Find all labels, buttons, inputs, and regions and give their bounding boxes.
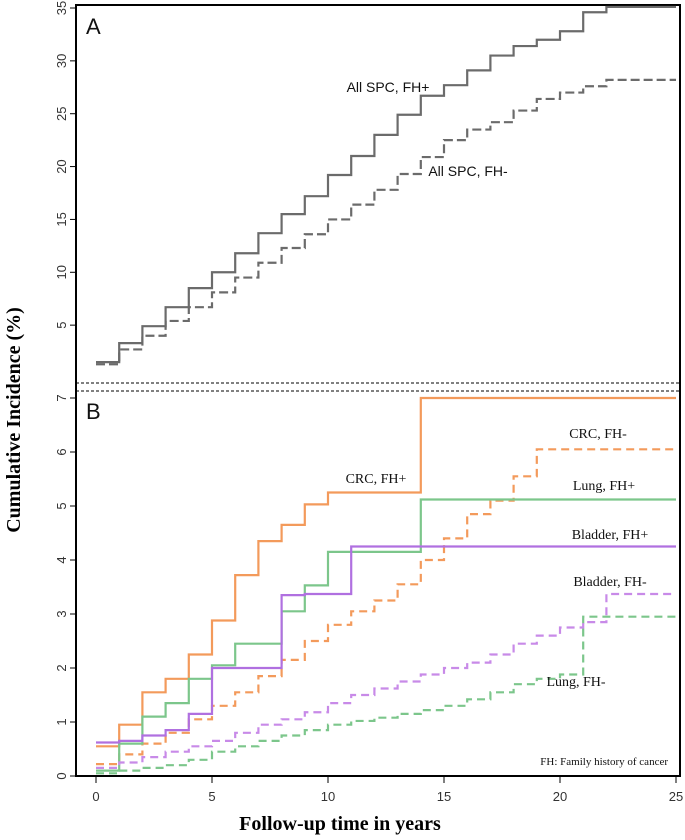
series-label: CRC, FH+ [346, 472, 407, 487]
panel-b-y-tick-label: 2 [54, 664, 69, 671]
footnote: FH: Family history of cancer [540, 756, 668, 768]
ticks-layer: 5 10 15 20 25 30 35 0 1 2 3 4 5 6 7 0 5 10 15 20 25 [54, 1, 683, 804]
series-label: Lung, FH- [546, 675, 605, 690]
series-label: Bladder, FH- [573, 575, 647, 590]
panel-a-y-tick-label: 35 [54, 1, 69, 15]
x-tick-label: 10 [321, 789, 335, 804]
series-line-bladder-fh [96, 545, 676, 744]
series-label: CRC, FH- [569, 427, 627, 442]
panel-b-y-tick-label: 7 [54, 394, 69, 401]
panel-b-tag: B [86, 399, 101, 424]
x-tick-label: 0 [92, 789, 99, 804]
series-labels-layer: All SPC, FH+ All SPC, FH- CRC, FH+ CRC, FH-… [346, 79, 649, 690]
panel-b-y-tick-label: 3 [54, 610, 69, 617]
panel-a-tag: A [86, 14, 101, 39]
panel-a-y-tick-label: 20 [54, 159, 69, 173]
panel-b-y-tick-label: 6 [54, 448, 69, 455]
x-tick-label: 20 [553, 789, 567, 804]
panel-a-y-tick-label: 30 [54, 54, 69, 68]
series-line-crc-fh [96, 396, 676, 748]
x-tick-label: 15 [437, 789, 451, 804]
series-label: All SPC, FH+ [347, 79, 430, 95]
y-axis-title: Cumulative Incidence (%) [3, 307, 25, 533]
series-line-all-spc-fh [96, 78, 676, 366]
series-label: Lung, FH+ [573, 479, 635, 494]
panel-a-y-tick-label: 25 [54, 106, 69, 120]
series-line-all-spc-fh [96, 5, 676, 364]
panel-a-y-tick-label: 5 [54, 322, 69, 329]
panel-b-y-tick-label: 4 [54, 556, 69, 563]
series-label: All SPC, FH- [428, 163, 508, 179]
panel-b-y-tick-label: 5 [54, 502, 69, 509]
x-tick-label: 25 [669, 789, 683, 804]
series-line-lung-fh [96, 498, 676, 772]
series-line-lung-fh [96, 615, 676, 775]
panel-a-y-tick-label: 15 [54, 212, 69, 226]
series-line-bladder-fh [96, 592, 676, 769]
x-tick-label: 5 [208, 789, 215, 804]
panel-b-y-tick-label: 0 [54, 772, 69, 779]
panel-b-y-tick-label: 1 [54, 718, 69, 725]
x-axis-title: Follow-up time in years [239, 813, 441, 835]
series-label: Bladder, FH+ [572, 528, 649, 543]
series-layer [96, 5, 676, 775]
panel-a-y-tick-label: 10 [54, 265, 69, 279]
